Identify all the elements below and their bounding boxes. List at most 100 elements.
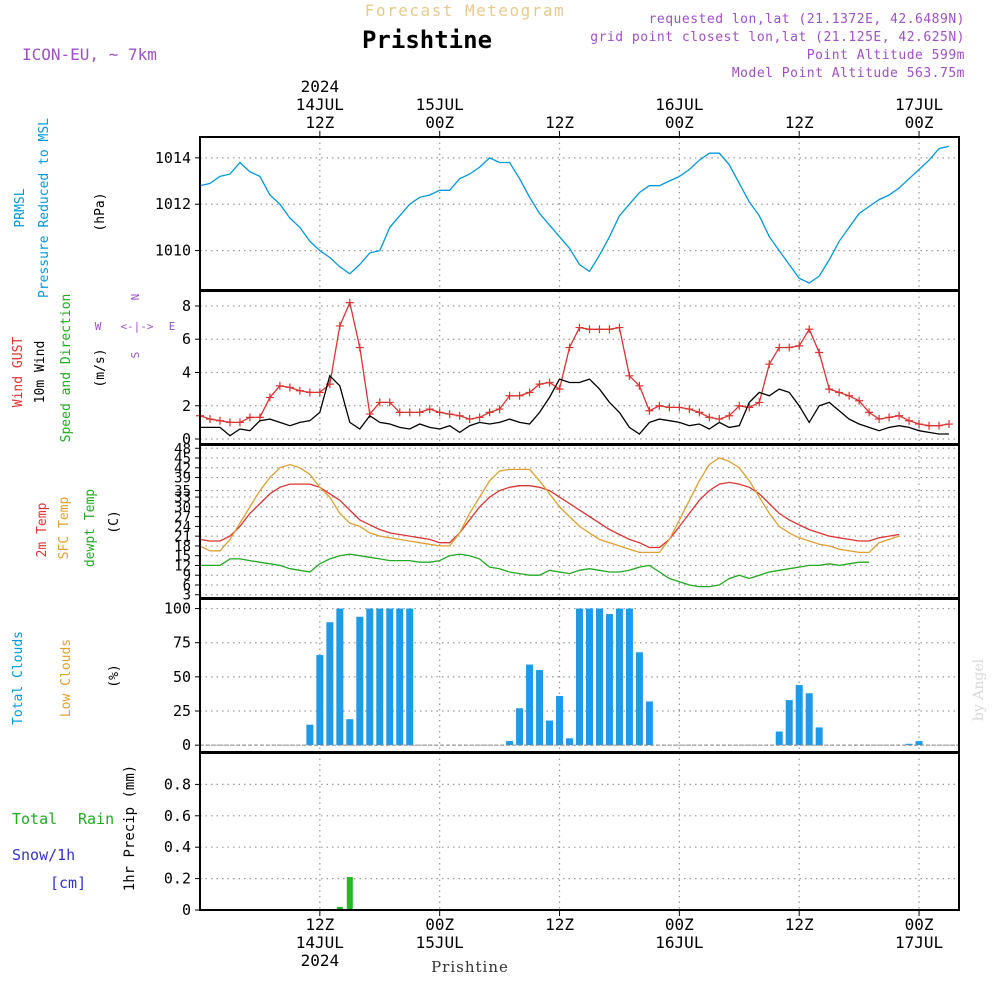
precip-panel-labels: Total Rain Snow/1h [cm] 1hr Precip (mm) [12,765,138,892]
gust-marker [805,325,814,334]
gust-marker [685,405,694,414]
bar [605,614,613,746]
gust-marker [835,388,844,397]
2m-temp-series [199,481,900,549]
time-tick-label: 12Z [785,113,814,132]
wind-label-direction: Speed and Direction [59,294,74,443]
gust-marker [295,386,304,395]
gust-marker [725,411,734,420]
gust-marker [305,388,314,397]
gust-marker [265,393,274,402]
bar [526,664,534,746]
total-clouds-series [306,608,923,746]
gust-marker [915,420,924,429]
precip-label-cm: [cm] [50,874,86,892]
time-tick-label: 12Z [545,915,574,934]
bar [595,608,603,746]
sfc-temp-series [199,457,900,554]
time-tick-label: 12Z [305,915,334,934]
precip-label-snow: Snow/1h [12,846,75,864]
time-tick-label: 15JUL [416,933,464,952]
gust-marker [575,323,584,332]
wind-panel-bg [200,291,959,444]
bar [576,608,583,746]
gust-marker [485,408,494,417]
gust-marker [845,391,854,400]
bar [635,652,643,746]
gust-marker [475,413,484,422]
pressure-ytick-label: 1012 [155,195,191,213]
bar [306,724,314,746]
bar [396,608,404,746]
clouds-ytick-label: 25 [173,702,191,720]
gust-marker [605,325,614,334]
gust-marker [455,411,464,420]
wind-ytick-label: 2 [182,397,191,415]
bar [805,693,813,746]
bar [346,877,353,910]
gust-marker [755,398,764,407]
clouds-ytick-label: 0 [182,736,191,754]
time-tick-label: 00Z [425,915,454,934]
wind-gust-series [196,298,954,430]
clouds-ytick-label: 50 [173,668,191,686]
plot-layer: 1010101210140246836912151821242730333539… [155,136,960,919]
clouds-panel-labels: Total Clouds Low Clouds (%) [11,631,122,725]
gust-marker [765,360,774,369]
pressure-ytick-label: 1010 [155,242,191,260]
pressure-panel: 1010 1012 1014 [155,137,959,290]
pressure-ytick-label: 1014 [155,149,191,167]
temperature-ytick-label: 30 [174,500,191,516]
bar [336,608,344,746]
wind-ytick-label: 0 [182,430,191,448]
temperature-ytick-label: 39 [174,471,191,487]
time-tick-label: 00Z [665,113,694,132]
gust-marker [885,413,894,422]
gust-marker [545,378,554,387]
pressure-panel-labels: PRMSL Pressure Reduced to MSL (hPa) [13,118,108,298]
gust-marker [675,403,684,412]
wind-panel-labels: Wind GUST 10m Wind Speed and Direction (… [11,294,175,443]
gust-marker [645,406,654,415]
time-tick-label: 17JUL [895,95,943,114]
gust-marker [515,391,524,400]
temperature-ytick-label: 33 [174,490,191,506]
pressure-label-prmsl: PRMSL [13,188,28,227]
requested-coords: requested lon,lat (21.1372E, 42.6489N) [649,12,965,27]
gust-marker [405,408,414,417]
gust-marker [905,416,914,425]
time-tick-label: 00Z [905,113,934,132]
temperature-ytick-label: 48 [174,441,191,457]
temperature-ytick-label: 27 [174,510,191,526]
time-tick-label: 14JUL [296,95,344,114]
gust-marker [525,388,534,397]
gust-marker [585,325,594,334]
precip-label-total: Total [12,810,57,828]
precip-label-rain: Rain [78,810,114,828]
gust-marker [415,408,424,417]
gust-marker [895,411,904,420]
gust-marker [655,401,664,410]
gust-marker [795,341,804,350]
bar [356,616,364,746]
clouds-ytick-label: 100 [164,600,191,618]
bar [556,695,564,746]
gust-marker [705,413,714,422]
series-line [200,374,949,437]
pressure-label-unit: (hPa) [93,192,108,231]
gust-marker [635,381,644,390]
bar [336,906,343,910]
time-tick-label: 14JUL [296,933,344,952]
gust-marker [375,398,384,407]
time-tick-label: 12Z [545,113,574,132]
gust-marker [565,343,574,352]
compass-icon: N <-|-> W E S [95,294,176,359]
bar [316,655,324,746]
precip-panel: 0 0.2 0.4 0.6 0.8 [164,753,959,919]
bar [615,608,623,746]
wind-label-10m: 10m Wind [33,341,48,404]
footer-location: Prishtine [431,958,509,976]
